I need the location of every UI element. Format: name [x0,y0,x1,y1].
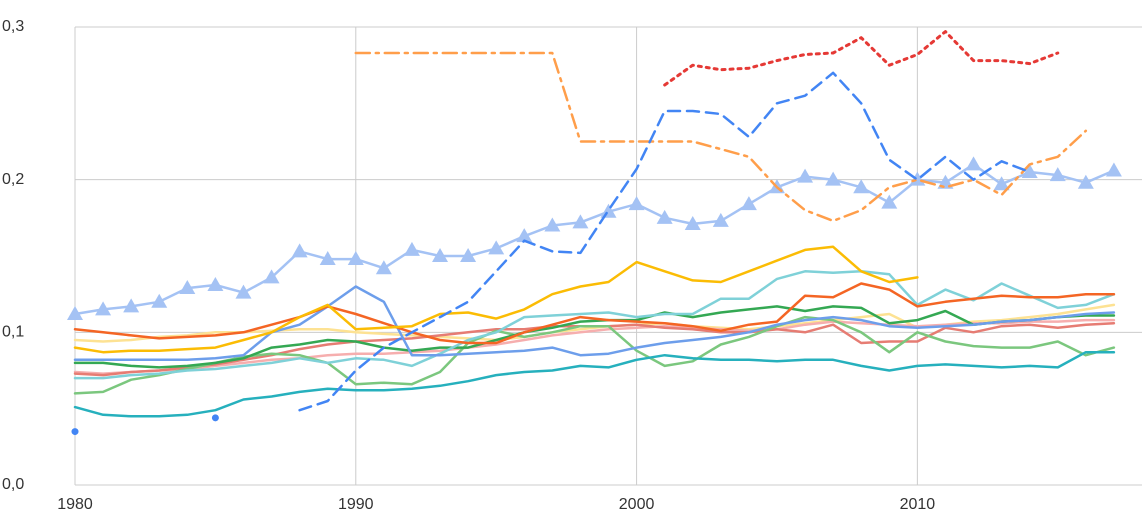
triangle-marker [516,228,533,243]
series-line [73,270,1116,380]
triangle-marker [1021,164,1038,179]
triangle-marker [572,214,589,229]
triangle-marker [151,293,168,308]
series-line [663,30,1060,87]
x-tick-label: 2010 [900,496,936,513]
triangle-marker [403,241,420,256]
triangle-marker [740,196,757,211]
triangle-marker [207,277,224,292]
y-tick-label: 0,3 [2,18,24,35]
triangle-marker [656,209,673,224]
series-line [73,163,1116,316]
data-point [211,414,219,422]
series-line [354,51,1088,223]
triangle-marker [853,179,870,194]
triangle-marker [460,248,477,262]
y-tick-label: 0,2 [2,171,24,188]
triangle-marker [712,212,729,227]
series-line [73,318,1116,375]
series-line [73,282,1116,345]
triangle-marker [375,260,392,275]
triangle-marker [825,171,842,186]
series-line [73,350,1116,418]
series-line [73,245,919,354]
y-tick-label: 0,1 [2,324,24,341]
triangle-marker [684,215,701,230]
triangle-marker [235,284,252,299]
triangle-marker [544,217,561,232]
triangle-marker [347,251,364,266]
triangle-marker [881,194,898,209]
triangle-marker [432,248,449,262]
x-tick-label: 2000 [619,496,655,513]
triangle-marker [488,240,505,255]
triangle-marker [263,269,280,284]
triangle-marker [319,251,336,266]
triangle-marker [95,301,112,316]
triangle-marker [123,298,140,313]
series-line [298,71,1031,412]
triangle-marker [291,243,308,258]
triangle-marker [965,156,982,171]
triangle-marker [1077,174,1094,189]
data-point [71,428,79,436]
x-tick-label: 1990 [338,496,374,513]
triangle-marker [993,176,1010,191]
triangle-marker [797,168,814,183]
triangle-marker [1049,167,1066,182]
triangle-marker [67,306,83,321]
triangle-marker [628,196,645,211]
series-line [73,285,1116,362]
y-tick-label: 0,0 [2,476,24,493]
triangle-marker [909,171,926,186]
x-tick-label: 1980 [57,496,93,513]
series-line [73,305,1116,369]
triangle-marker [179,280,196,295]
triangle-marker [1105,162,1122,177]
